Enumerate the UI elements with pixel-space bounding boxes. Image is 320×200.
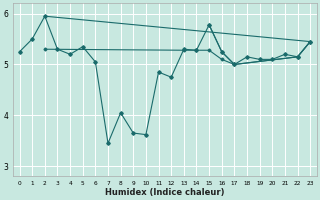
X-axis label: Humidex (Indice chaleur): Humidex (Indice chaleur) (105, 188, 225, 197)
